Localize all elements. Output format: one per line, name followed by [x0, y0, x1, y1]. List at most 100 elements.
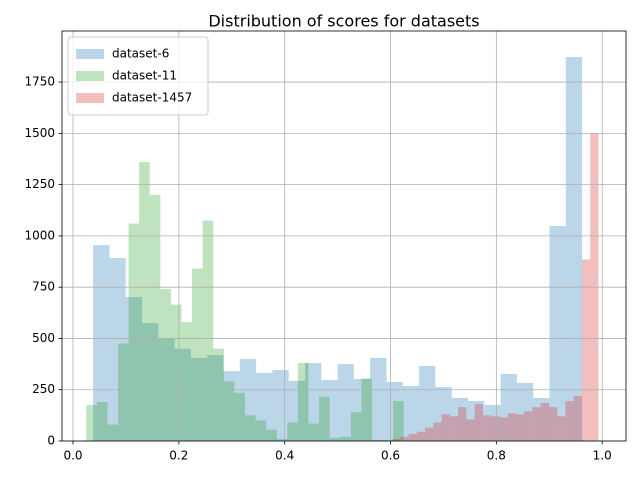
bar — [337, 364, 354, 441]
bar — [160, 289, 171, 441]
bar — [433, 422, 442, 441]
bar — [532, 407, 541, 441]
bar — [276, 438, 288, 441]
bar — [319, 396, 330, 441]
bar — [139, 162, 150, 441]
x-tick-label: 0.4 — [275, 449, 294, 463]
bar — [540, 403, 549, 441]
bar — [234, 392, 245, 441]
bar — [491, 416, 500, 441]
bar — [451, 397, 468, 441]
bar — [192, 268, 203, 441]
bar — [419, 365, 436, 441]
bar — [441, 414, 450, 441]
bar — [549, 226, 566, 441]
bar — [500, 373, 517, 441]
legend-swatch — [76, 93, 104, 103]
bar — [400, 436, 409, 441]
bar — [117, 343, 129, 441]
legend-label: dataset-11 — [112, 69, 177, 83]
bar — [467, 401, 485, 441]
bar — [213, 348, 224, 441]
bar — [86, 405, 97, 441]
bar — [107, 424, 118, 441]
bar — [382, 439, 394, 441]
bar — [565, 401, 574, 441]
bar — [321, 380, 338, 441]
bar — [308, 423, 320, 441]
chart-title: Distribution of scores for datasets — [208, 12, 479, 31]
bar — [304, 363, 322, 441]
bar — [466, 419, 475, 441]
bar — [565, 57, 583, 441]
x-tick-label: 0.2 — [169, 449, 188, 463]
bar — [128, 223, 140, 441]
bar — [255, 420, 267, 441]
legend-box — [67, 36, 209, 116]
bar — [223, 371, 240, 441]
bar — [516, 382, 534, 441]
bar — [202, 220, 214, 441]
y-tick-label: 1750 — [24, 75, 55, 89]
y-tick-label: 500 — [32, 331, 55, 345]
y-tick-label: 750 — [32, 280, 55, 294]
bar — [515, 414, 525, 441]
bar — [223, 381, 235, 441]
plot-frame — [61, 30, 627, 442]
y-tick-label: 1000 — [24, 228, 55, 242]
bar — [297, 363, 309, 441]
bar — [340, 436, 351, 441]
bar — [350, 412, 362, 441]
bar — [474, 404, 483, 441]
bar — [408, 433, 417, 441]
legend-label: dataset-6 — [112, 47, 169, 61]
bar — [361, 378, 372, 441]
bar — [149, 194, 161, 441]
bar — [449, 416, 459, 441]
bar — [329, 437, 341, 441]
bar — [499, 417, 508, 441]
bar — [435, 387, 452, 441]
x-tick-label: 1.0 — [593, 449, 612, 463]
y-tick-label: 1250 — [24, 177, 55, 191]
bar — [425, 427, 434, 441]
bar — [266, 429, 277, 441]
bar — [207, 355, 224, 441]
bar — [581, 259, 591, 441]
bar — [181, 322, 193, 441]
x-tick-label: 0.0 — [63, 449, 82, 463]
bar — [402, 386, 420, 441]
bar — [109, 258, 126, 441]
legend-label: dataset-1457 — [112, 91, 192, 105]
bar — [482, 415, 492, 441]
bar — [96, 402, 108, 441]
bar — [170, 304, 182, 441]
y-tick-label: 250 — [32, 382, 55, 396]
bar — [370, 357, 387, 441]
x-tick-label: 0.6 — [381, 449, 400, 463]
bar — [573, 395, 582, 441]
bar — [125, 297, 143, 441]
bar — [142, 323, 159, 441]
y-tick-label: 0 — [47, 434, 55, 448]
bar — [557, 416, 566, 441]
bar — [93, 245, 110, 441]
bar — [288, 380, 305, 441]
bar — [353, 379, 371, 441]
bar — [548, 407, 558, 441]
bar — [416, 431, 426, 441]
x-tick-label: 0.8 — [487, 449, 506, 463]
bar — [458, 407, 467, 441]
legend: dataset-6 dataset-11 dataset-1457 — [67, 36, 209, 116]
y-tick-label: 1500 — [24, 126, 55, 140]
bar — [393, 401, 404, 441]
bar — [507, 413, 516, 441]
bar — [239, 358, 257, 441]
bar — [190, 357, 208, 441]
bar — [287, 422, 298, 441]
bar — [533, 397, 550, 441]
bar — [392, 438, 401, 441]
bar — [244, 415, 256, 441]
legend-swatch — [76, 71, 104, 81]
